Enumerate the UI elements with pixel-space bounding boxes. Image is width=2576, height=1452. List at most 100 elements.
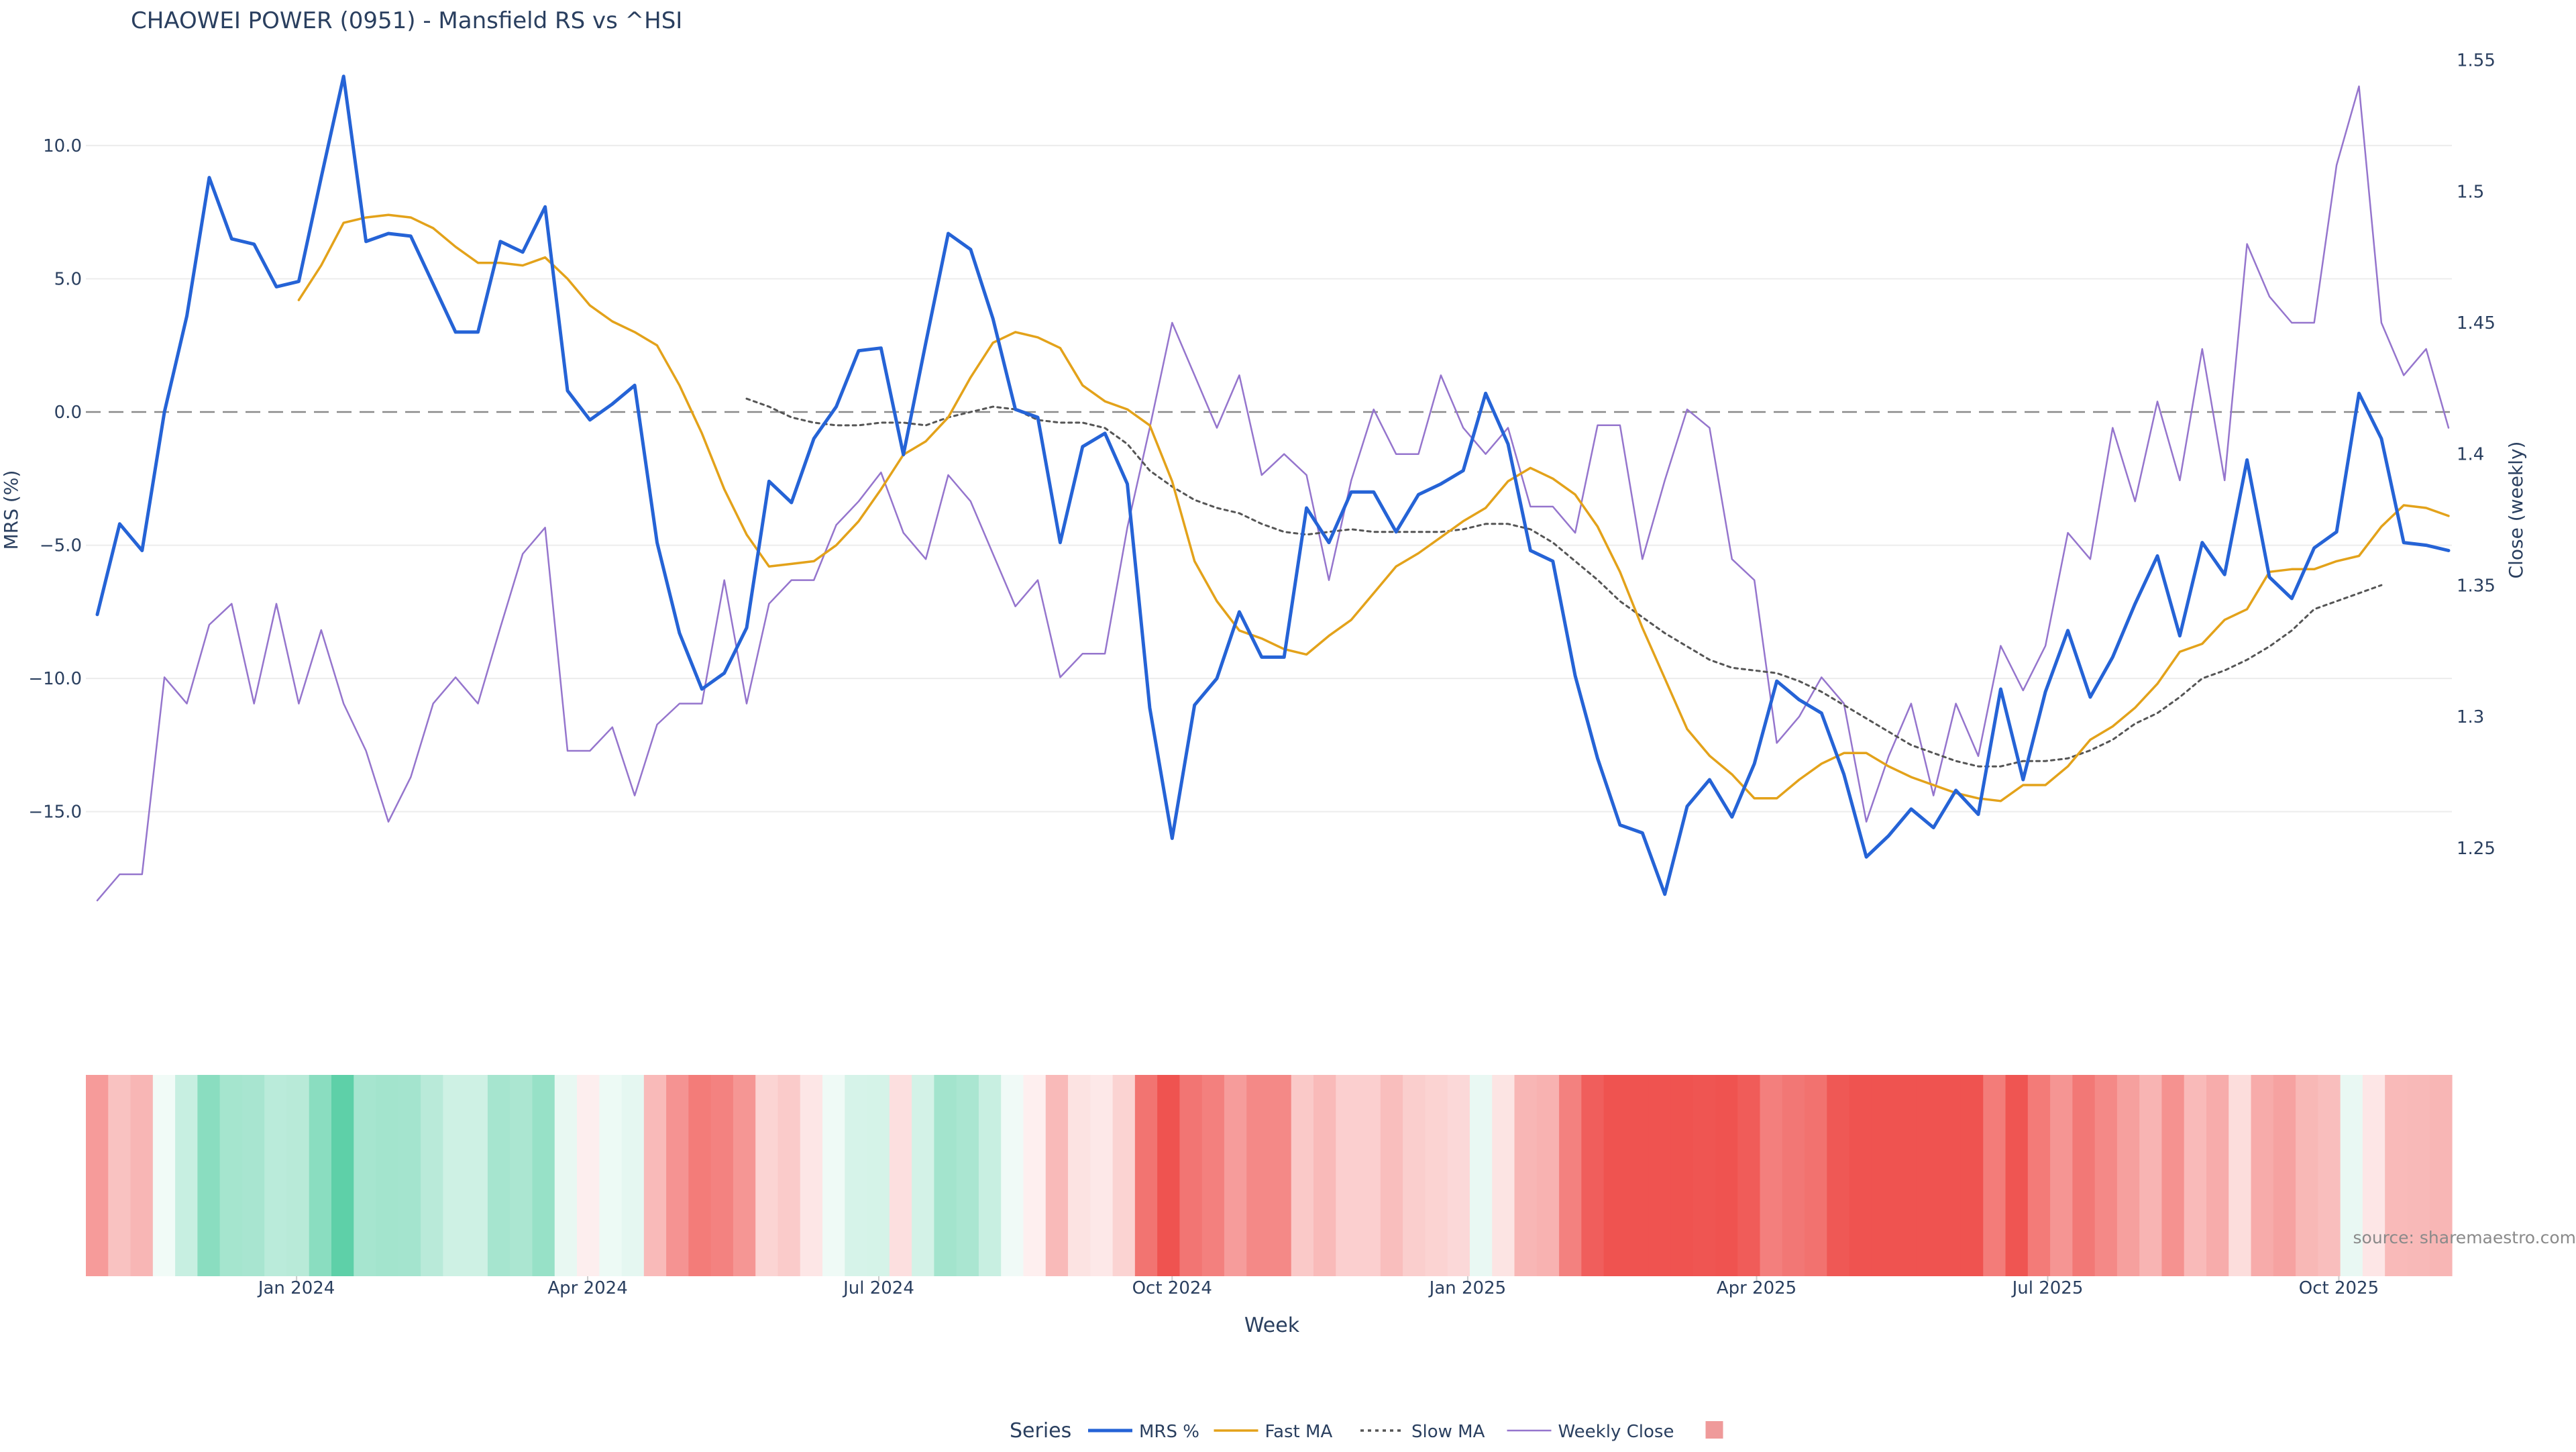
heatmap-cell <box>733 1075 756 1276</box>
heatmap-cell <box>1894 1075 1917 1276</box>
heatmap-cell <box>1470 1075 1493 1276</box>
y-right-tick-label: 1.3 <box>2457 707 2484 727</box>
heatmap-cell <box>2251 1075 2274 1276</box>
x-tick-label: Jan 2025 <box>1428 1278 1507 1298</box>
heatmap-cell <box>644 1075 667 1276</box>
heatmap-cell <box>688 1075 711 1276</box>
heatmap-cell <box>822 1075 845 1276</box>
y-left-tick-label: −15.0 <box>28 802 82 823</box>
legend-item[interactable] <box>1706 1421 1723 1439</box>
heatmap-cell <box>1381 1075 1403 1276</box>
heatmap-cell <box>577 1075 600 1276</box>
y-right-tick-label: 1.45 <box>2457 313 2496 333</box>
heatmap-cell <box>1737 1075 1760 1276</box>
heatmap-cell <box>1291 1075 1314 1276</box>
heatmap-cell <box>1113 1075 1136 1276</box>
heatmap-cell <box>555 1075 578 1276</box>
heatmap-cell <box>1313 1075 1336 1276</box>
heatmap-cell <box>1983 1075 2006 1276</box>
x-tick-label: Oct 2025 <box>2299 1278 2379 1298</box>
heatmap-cell <box>175 1075 198 1276</box>
heatmap-cell <box>309 1075 332 1276</box>
heatmap-cell <box>1157 1075 1180 1276</box>
heatmap-cell <box>197 1075 220 1276</box>
heatmap-cell <box>666 1075 689 1276</box>
legend-item[interactable]: MRS % <box>1088 1422 1199 1442</box>
y-right-axis-label: Close (weekly) <box>2505 442 2527 579</box>
heatmap-cell <box>2318 1075 2341 1276</box>
y-right-ticks: 1.551.51.451.41.351.31.25 <box>2457 51 2496 859</box>
heatmap-cell <box>1336 1075 1358 1276</box>
heatmap-strip <box>86 1075 2453 1276</box>
heatmap-cell <box>532 1075 555 1276</box>
heatmap-cell <box>1202 1075 1225 1276</box>
heatmap-cell <box>1626 1075 1649 1276</box>
legend-label: MRS % <box>1139 1422 1199 1442</box>
heatmap-cell <box>220 1075 243 1276</box>
slow-ma-line <box>747 399 2381 766</box>
heatmap-cell <box>1760 1075 1783 1276</box>
heatmap-cell <box>2139 1075 2162 1276</box>
heatmap-cell <box>2296 1075 2318 1276</box>
heatmap-cell <box>1827 1075 1849 1276</box>
legend-swatch <box>1706 1421 1723 1439</box>
heatmap-cell <box>2072 1075 2095 1276</box>
heatmap-cell <box>1782 1075 1805 1276</box>
y-right-tick-label: 1.55 <box>2457 51 2496 71</box>
legend-title: Series <box>1010 1419 1071 1443</box>
heatmap-cell <box>131 1075 154 1276</box>
heatmap-cell <box>1448 1075 1470 1276</box>
legend-item[interactable]: Slow MA <box>1360 1422 1485 1442</box>
fast-ma-line <box>299 215 2449 801</box>
heatmap-cell <box>354 1075 376 1276</box>
heatmap-cell <box>1090 1075 1113 1276</box>
heatmap-cell <box>421 1075 443 1276</box>
heatmap-cell <box>1179 1075 1202 1276</box>
heatmap-cell <box>2117 1075 2140 1276</box>
heatmap-cell <box>2028 1075 2051 1276</box>
heatmap-cell <box>2229 1075 2251 1276</box>
heatmap-cell <box>1939 1075 1962 1276</box>
heatmap-cell <box>1849 1075 1872 1276</box>
y-left-tick-label: 5.0 <box>54 269 82 289</box>
x-tick-label: Jan 2024 <box>257 1278 335 1298</box>
x-tick-label: Apr 2024 <box>547 1278 627 1298</box>
legend-item[interactable]: Fast MA <box>1214 1422 1333 1442</box>
heatmap-cell <box>331 1075 354 1276</box>
heatmap-cell <box>1670 1075 1693 1276</box>
heatmap-cell <box>890 1075 912 1276</box>
heatmap-cell <box>1916 1075 1939 1276</box>
x-tick-label: Apr 2025 <box>1717 1278 1796 1298</box>
heatmap-cell <box>1246 1075 1269 1276</box>
heatmap-cell <box>398 1075 421 1276</box>
heatmap-cell <box>264 1075 287 1276</box>
series-lines <box>97 76 2449 900</box>
heatmap-cell <box>1068 1075 1091 1276</box>
legend-item[interactable]: Weekly Close <box>1507 1422 1674 1442</box>
heatmap-cell <box>1872 1075 1894 1276</box>
heatmap-cell <box>1425 1075 1448 1276</box>
y-right-tick-label: 1.25 <box>2457 839 2496 859</box>
heatmap-cell <box>86 1075 109 1276</box>
heatmap-cell <box>1001 1075 1024 1276</box>
heatmap-cell <box>867 1075 890 1276</box>
heatmap-cell <box>845 1075 867 1276</box>
heatmap-cell <box>1269 1075 1292 1276</box>
heatmap-cell <box>2161 1075 2184 1276</box>
heatmap-cell <box>2184 1075 2207 1276</box>
heatmap-cell <box>1559 1075 1582 1276</box>
x-tick-label: Oct 2024 <box>1132 1278 1212 1298</box>
heatmap-cell <box>1537 1075 1560 1276</box>
heatmap-cell <box>2006 1075 2029 1276</box>
legend-label: Fast MA <box>1265 1422 1333 1442</box>
heatmap-cell <box>488 1075 511 1276</box>
x-axis-label: Week <box>1244 1314 1300 1337</box>
heatmap-cell <box>1805 1075 1827 1276</box>
heatmap-cell <box>242 1075 265 1276</box>
heatmap-cell <box>510 1075 533 1276</box>
heatmap-cell <box>1693 1075 1716 1276</box>
heatmap-cell <box>777 1075 800 1276</box>
heatmap-cell <box>1581 1075 1604 1276</box>
heatmap-cell <box>2206 1075 2229 1276</box>
